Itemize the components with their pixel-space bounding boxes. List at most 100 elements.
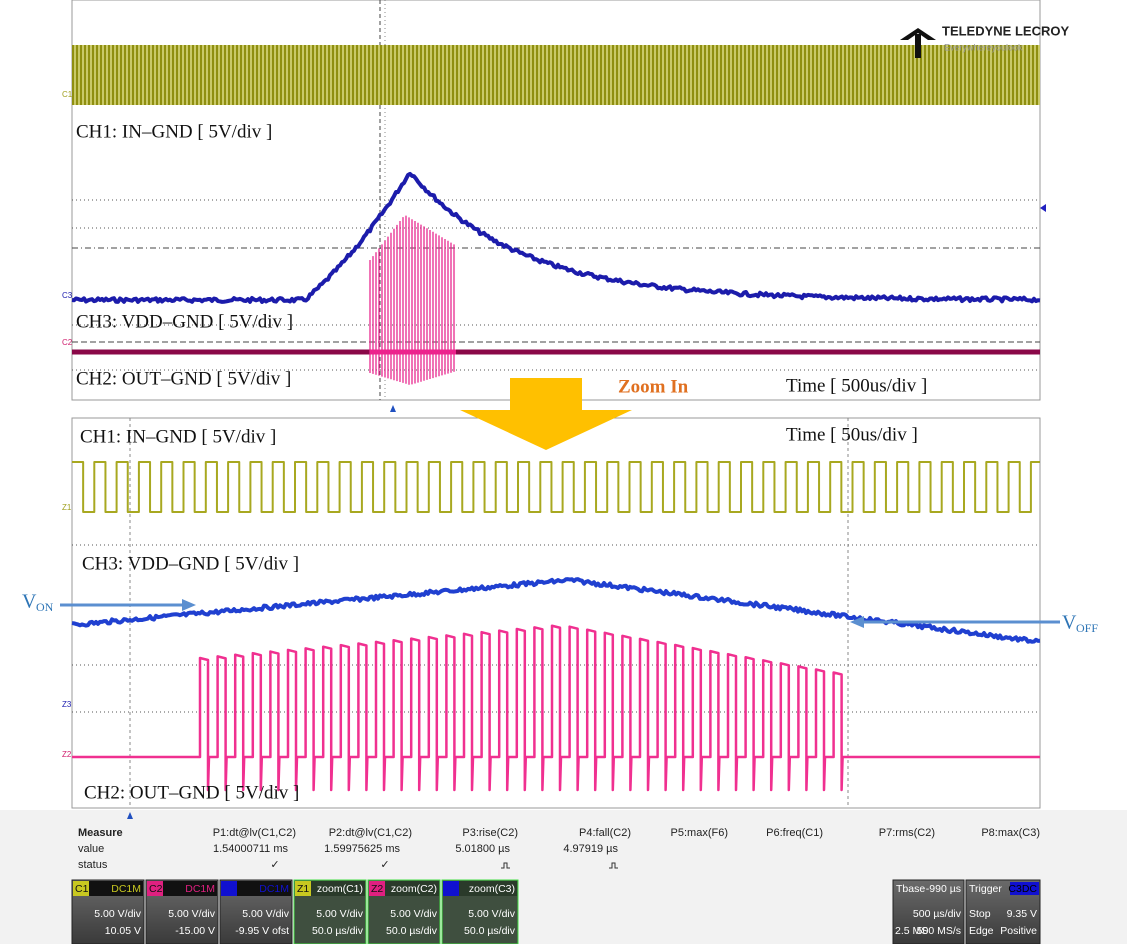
time-label: Time [ 50us/div ] xyxy=(786,424,918,445)
channel-tag xyxy=(443,881,459,896)
z2-trace xyxy=(72,624,1040,792)
channel-coupling: zoom(C2) xyxy=(391,883,437,895)
channel-tag xyxy=(73,881,89,896)
channel-id: C1 xyxy=(75,883,89,895)
z1-trace xyxy=(72,461,1040,513)
channel-scale: 5.00 V/div xyxy=(168,908,215,920)
channel-marker: C1 xyxy=(62,90,73,99)
channel-header xyxy=(73,881,143,896)
channel-id: C2 xyxy=(149,883,163,895)
channel-tag xyxy=(147,881,163,896)
measure-header: P2:dt@lv(C1,C2) xyxy=(329,827,412,839)
measure-header: P4:fall(C2) xyxy=(579,827,631,839)
v-off-sub: OFF xyxy=(1076,621,1098,635)
logo-icon xyxy=(900,28,936,58)
channel-scale: 5.00 V/div xyxy=(316,908,363,920)
channel-header xyxy=(295,881,365,896)
tbase-title: Tbase xyxy=(896,883,925,895)
channel-id: C3 xyxy=(223,883,237,895)
zoom-marker: Z1 xyxy=(62,503,72,512)
zoom-arrow xyxy=(460,378,632,450)
channel-offset: -9.95 V ofst xyxy=(235,925,289,937)
channel-scale: 5.00 V/div xyxy=(242,908,289,920)
ch1-trace xyxy=(72,45,1040,105)
v-on-arrowhead xyxy=(182,599,196,611)
measure-header: Measure xyxy=(78,827,123,839)
measure-value: 4.97919 µs xyxy=(563,843,618,855)
tbase-scale: 500 µs/div xyxy=(913,908,962,920)
waveforms xyxy=(71,171,1041,792)
channel-tag xyxy=(295,881,311,896)
grid xyxy=(72,0,1046,819)
z3-trace xyxy=(71,577,1041,644)
measure-value: 1.59975625 ms xyxy=(324,843,400,855)
trigger-slope: Positive xyxy=(1000,925,1037,937)
tbase-samples: 2.5 MS xyxy=(895,925,928,937)
zoom-marker: Z3 xyxy=(62,700,72,709)
measure-value: 1.54000711 ms xyxy=(213,843,289,855)
channel-offset: -15.00 V xyxy=(175,925,215,937)
v-on: V xyxy=(22,591,37,613)
measure-header: P3:rise(C2) xyxy=(462,827,518,839)
trigger-source-bg xyxy=(1010,882,1039,895)
channel-id: Z2 xyxy=(371,883,383,895)
channel-id: Z3 xyxy=(445,883,457,895)
measure-value: 5.01800 µs xyxy=(455,843,510,855)
channel-tag xyxy=(369,881,385,896)
channel-coupling: DC1M xyxy=(111,883,141,895)
time-label: Time [ 500us/div ] xyxy=(786,375,927,396)
channel-scale: 5.00 V/div xyxy=(468,908,515,920)
logo-tagline: Everywhereyoulook xyxy=(944,42,1023,52)
status-icon xyxy=(609,862,618,869)
trigger-source: C3DC xyxy=(1008,883,1037,895)
channel-marker: C2 xyxy=(62,338,73,347)
zoom-label: Zoom In xyxy=(618,376,689,397)
channel-marker: C3 xyxy=(62,291,73,300)
row-label: status xyxy=(78,859,108,871)
channel-header xyxy=(147,881,217,896)
row-label: value xyxy=(78,843,104,855)
measure-header: P7:rms(C2) xyxy=(879,827,935,839)
channel-scale: 5.00 V/div xyxy=(94,908,141,920)
v-off: V xyxy=(1062,612,1077,634)
ch3-trace xyxy=(71,171,1041,304)
measure-header: P8:max(C3) xyxy=(981,827,1040,839)
channel-offset: 50.0 µs/div xyxy=(464,925,516,937)
channel-offset: 10.05 V xyxy=(105,925,141,937)
trigger-level: 9.35 V xyxy=(1007,908,1037,920)
ch1-label: CH1: IN–GND [ 5V/div ] xyxy=(76,121,272,142)
measure-header: P6:freq(C1) xyxy=(766,827,823,839)
channel-id: Z1 xyxy=(297,883,309,895)
v-off-arrowhead xyxy=(850,616,864,628)
channel-offset: 50.0 µs/div xyxy=(386,925,438,937)
channel-scale: 5.00 V/div xyxy=(390,908,437,920)
channel-offset: 50.0 µs/div xyxy=(312,925,364,937)
trigger-type: Edge xyxy=(969,925,994,937)
status-check: ✓ xyxy=(270,859,279,871)
channel-coupling: DC1M xyxy=(259,883,289,895)
tbase-rate: 500 MS/s xyxy=(917,925,961,937)
v-on-sub: ON xyxy=(36,600,54,614)
z2-label: CH2: OUT–GND [ 5V/div ] xyxy=(84,782,299,803)
channel-coupling: DC1M xyxy=(185,883,215,895)
trigger-mode: Stop xyxy=(969,908,991,920)
channel-coupling: zoom(C3) xyxy=(469,883,515,895)
bottom-panel xyxy=(71,417,1041,809)
ch3-label: CH3: VDD–GND [ 5V/div ] xyxy=(76,311,293,332)
z3-label: CH3: VDD–GND [ 5V/div ] xyxy=(82,553,299,574)
channel-header xyxy=(369,881,439,896)
labels: TELEDYNE LECROY Everywhereyoulook CH1: IN–… xyxy=(22,23,1098,944)
measure-header: P1:dt@lv(C1,C2) xyxy=(213,827,296,839)
channel-header xyxy=(221,881,291,896)
zoom-marker: Z2 xyxy=(62,750,72,759)
channel-tag xyxy=(221,881,237,896)
channel-header xyxy=(443,881,517,896)
trigger-title: Trigger xyxy=(969,883,1002,895)
channel-coupling: zoom(C1) xyxy=(317,883,363,895)
status-icon xyxy=(501,862,510,869)
logo-brand: TELEDYNE LECROY xyxy=(942,23,1069,38)
ch2-label: CH2: OUT–GND [ 5V/div ] xyxy=(76,368,291,389)
status-check: ✓ xyxy=(380,859,389,871)
measure-header: P5:max(F6) xyxy=(671,827,728,839)
